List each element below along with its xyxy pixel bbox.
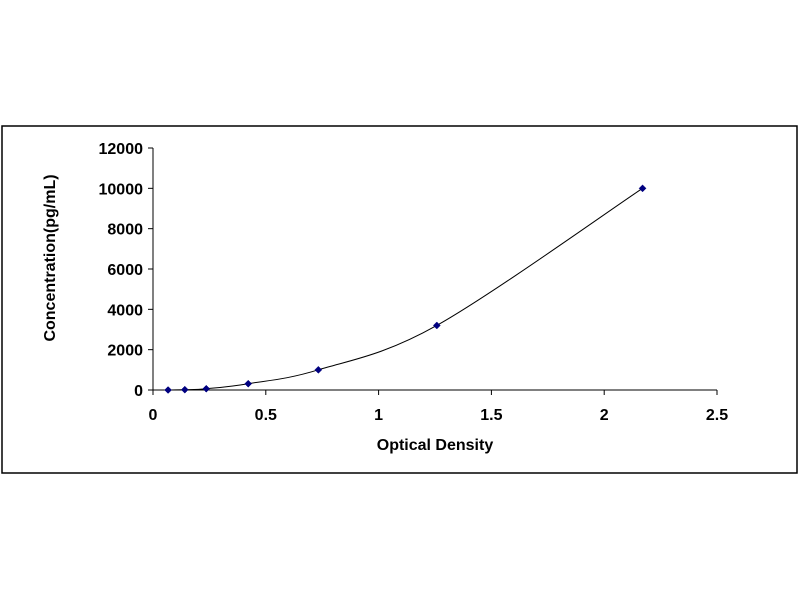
y-tick-label: 0 <box>134 383 143 400</box>
data-points <box>164 184 647 394</box>
x-tick-label: 2 <box>600 407 609 424</box>
data-point <box>164 386 172 394</box>
x-tick-label: 0.5 <box>255 407 277 424</box>
y-tick-label: 10000 <box>99 181 144 198</box>
y-tick-label: 12000 <box>99 141 144 158</box>
x-tick-label: 1.5 <box>480 407 502 424</box>
data-point <box>432 321 441 330</box>
y-tick-label: 4000 <box>107 302 143 319</box>
y-tick-labels: 0 2000 4000 6000 8000 10000 12000 <box>99 141 144 400</box>
data-point <box>244 379 253 388</box>
x-tick-labels: 0 0.5 1 1.5 2 2.5 <box>149 407 729 424</box>
data-point <box>202 384 211 393</box>
data-point <box>180 385 189 394</box>
data-point <box>638 184 647 193</box>
x-tick-label: 1 <box>374 407 383 424</box>
y-ticks <box>148 147 153 391</box>
x-tick-label: 2.5 <box>706 407 728 424</box>
chart-border <box>1 125 798 474</box>
x-tick-label: 0 <box>149 407 158 424</box>
data-point <box>314 365 323 374</box>
y-tick-label: 8000 <box>107 222 143 239</box>
y-tick-label: 6000 <box>107 262 143 279</box>
y-tick-label: 2000 <box>107 343 143 360</box>
x-axis-title: Optical Density <box>377 437 494 454</box>
y-axis-title: Concentration(pg/mL) <box>42 174 59 341</box>
x-ticks <box>152 390 718 395</box>
